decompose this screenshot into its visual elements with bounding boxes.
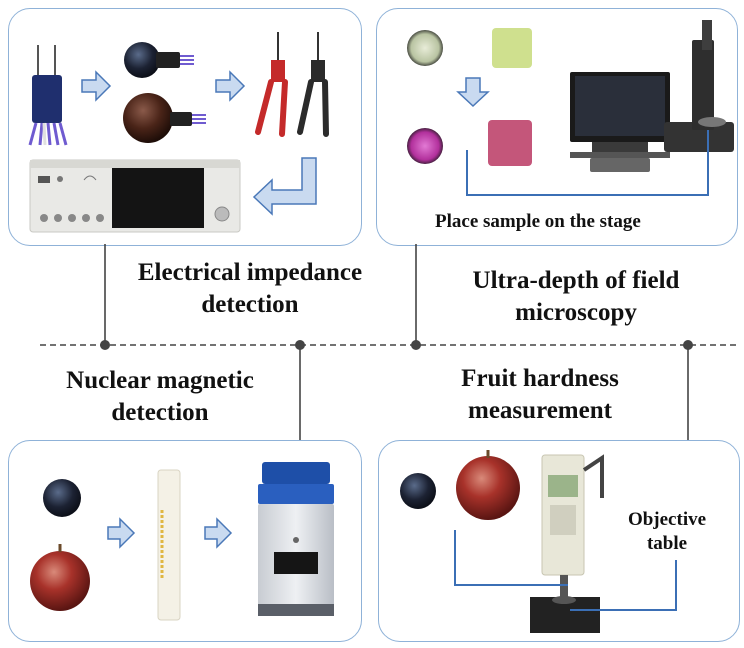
arrow-right-icon [107, 517, 136, 549]
electrical-title: Electrical impedance detection [137, 259, 363, 318]
fruit-cube-purple-image [488, 120, 532, 166]
timeline-node [295, 340, 305, 350]
blueberry-image [43, 479, 81, 517]
stage-connector-line [466, 130, 709, 196]
blueberry-with-electrode-image [124, 42, 194, 78]
nmr-tube-image [157, 469, 181, 621]
fruit-cube-green-image [492, 28, 532, 68]
arrow-right-icon [81, 70, 112, 102]
plum-image [30, 544, 90, 611]
plum-with-electrode-image [123, 93, 206, 143]
arrow-right-icon [215, 70, 246, 102]
microscope-workstation-image [570, 20, 734, 172]
fruit-slice-purple-image [407, 128, 443, 164]
arrow-return-left-icon [252, 157, 317, 216]
arrow-down-icon [456, 77, 490, 108]
timeline-node [683, 340, 693, 350]
arrow-right-icon [204, 517, 233, 549]
stage-caption: Place sample on the stage [435, 211, 641, 232]
electrode-probe-image [28, 45, 68, 146]
blueberry-image [400, 473, 436, 509]
timeline-node [411, 340, 421, 350]
hardness-title: Fruit hardness measurement [461, 365, 619, 424]
nmr-analyzer-image [258, 462, 334, 616]
hardness-tester-image [530, 454, 604, 633]
objective-table-label: Objective table [627, 509, 707, 554]
impedance-analyzer-image [29, 159, 241, 233]
nmr-title: Nuclear magnetic detection [66, 367, 254, 426]
microscopy-title: Ultra-depth of field microscopy [472, 267, 680, 326]
alligator-clips-image [255, 32, 329, 137]
objective-table-connector-line [570, 560, 677, 611]
hardness-connector-line [454, 530, 568, 586]
timeline-node [100, 340, 110, 350]
plum-image [456, 450, 520, 520]
fruit-slice-green-image [407, 30, 443, 66]
